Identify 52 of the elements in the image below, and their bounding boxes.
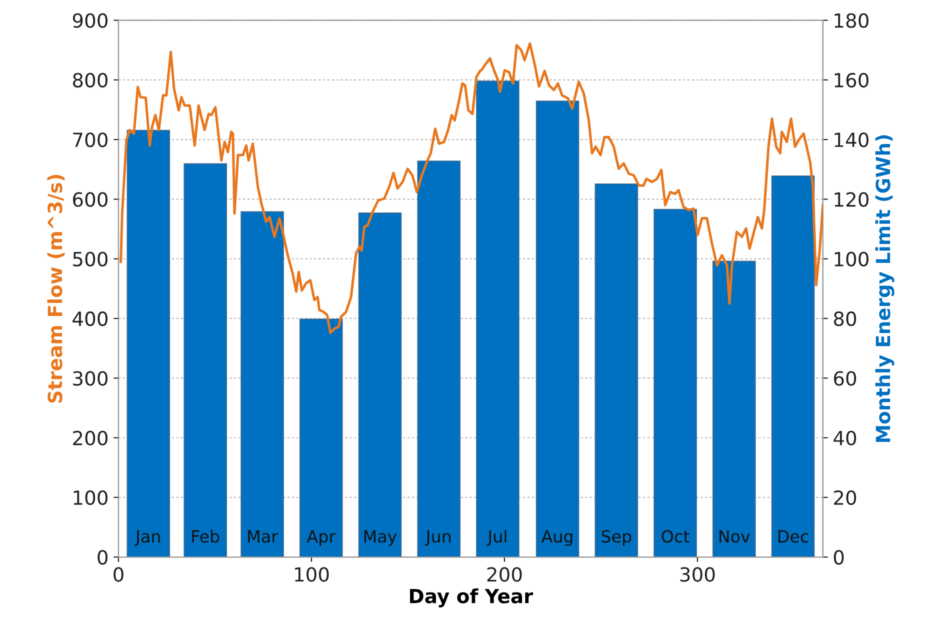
annotation: Mar (248, 530, 278, 543)
x-tick-label: 0 (114, 567, 124, 582)
y2-tick-label: 0 (834, 550, 844, 565)
annotation: Feb (192, 530, 220, 543)
y-tick-label: 200 (73, 430, 108, 446)
bar (240, 211, 284, 558)
bar (476, 80, 520, 558)
x-tick-label: 300 (680, 567, 715, 582)
y-tick-label: 800 (72, 72, 108, 88)
y2-tick-label: 60 (834, 371, 856, 386)
y-tick-label: 600 (73, 192, 108, 207)
annotation: Sep (602, 530, 632, 546)
annotation: Nov (720, 530, 750, 543)
annotation: May (364, 530, 397, 546)
bar (594, 184, 638, 558)
bar (126, 130, 170, 558)
y-tick-label: 300 (73, 371, 108, 386)
annotation: Jul (486, 530, 506, 546)
y2-tick-label: 40 (834, 430, 856, 446)
line-series (120, 42, 823, 334)
y2-axis-title: Monthly Energy Limit (GWh) (875, 135, 894, 442)
annotation: Apr (306, 530, 336, 546)
y-tick-label: 400 (72, 311, 108, 326)
y-tick-label: 900 (72, 13, 108, 28)
bar (771, 176, 815, 558)
y-tick-label: 100 (74, 490, 108, 506)
bar (536, 100, 580, 558)
y2-tick-label: 100 (834, 252, 868, 266)
annotation: Jun (424, 530, 450, 546)
y2-tick-label: 80 (834, 311, 856, 326)
bar (417, 160, 461, 558)
bar (299, 318, 343, 558)
y2-tick-label: 160 (834, 72, 868, 88)
annotation: Jan (134, 530, 160, 546)
y-tick-label: 700 (73, 132, 108, 148)
bar (654, 208, 697, 558)
annotation: Dec (778, 530, 808, 543)
y2-tick-label: 20 (834, 490, 856, 506)
y-tick-label: 500 (73, 252, 108, 266)
y2-tick-label: 120 (834, 192, 868, 207)
y2-tick-label: 140 (834, 132, 868, 148)
bar (712, 260, 756, 558)
x-axis-title: Day of Year (410, 588, 534, 608)
bar (184, 163, 227, 558)
annotation: Oct (662, 530, 690, 543)
y2-tick-label: 180 (834, 13, 868, 28)
x-tick-label: 100 (295, 567, 329, 582)
y-tick-label: 0 (98, 550, 108, 565)
y-axis-title: Stream Flow (m^3/s) (47, 174, 65, 403)
bar (358, 212, 402, 558)
x-tick-label: 200 (487, 567, 522, 582)
annotation: Aug (541, 530, 572, 546)
